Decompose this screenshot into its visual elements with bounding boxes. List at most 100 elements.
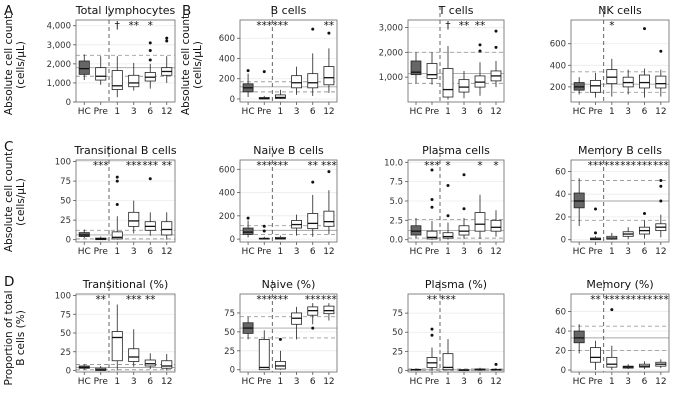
ytick-label: 600 bbox=[219, 165, 235, 175]
box-6 bbox=[639, 212, 650, 239]
xtick-label: 3 bbox=[625, 377, 631, 387]
significance-marker: *** bbox=[321, 160, 337, 172]
box-6 bbox=[474, 43, 486, 96]
box-3 bbox=[291, 306, 302, 340]
ytick-label: 7.5 bbox=[389, 178, 403, 188]
xtick-label: 3 bbox=[294, 247, 300, 257]
panel-frame bbox=[570, 293, 670, 373]
xtick-label: 1 bbox=[445, 107, 451, 117]
box-1 bbox=[442, 46, 454, 100]
ytick-label: 50 bbox=[60, 329, 71, 339]
row-a-ylabel-line1: Absolute cell count bbox=[3, 15, 15, 115]
row-letter-d: D bbox=[4, 274, 14, 290]
ytick-label: 2,000 bbox=[379, 48, 403, 58]
panel-title: NK cells bbox=[598, 4, 642, 17]
row-letter-c: C bbox=[4, 139, 13, 155]
box-1 bbox=[111, 56, 123, 98]
box-HC bbox=[573, 178, 585, 227]
xtick-label: 12 bbox=[490, 377, 501, 387]
xtick-label: 1 bbox=[609, 377, 615, 387]
outlier-point bbox=[115, 179, 119, 183]
box-Pre bbox=[258, 224, 270, 240]
xtick-label: HC bbox=[78, 247, 91, 257]
box-Pre bbox=[590, 340, 601, 371]
xtick-label: 1 bbox=[609, 247, 615, 257]
iqr-box bbox=[426, 63, 438, 79]
outlier-point bbox=[594, 231, 597, 235]
box-3 bbox=[128, 62, 140, 91]
iqr-box bbox=[458, 225, 470, 236]
box-Pre bbox=[258, 70, 270, 100]
panel-title: Naive B cells bbox=[253, 144, 324, 157]
xtick-label: 12 bbox=[490, 107, 501, 117]
ytick-label: 25 bbox=[224, 347, 235, 357]
xtick-label: 6 bbox=[477, 247, 483, 257]
xtick-label: 12 bbox=[161, 377, 172, 387]
xtick-label: 1 bbox=[278, 247, 284, 257]
significance-marker: ** bbox=[590, 294, 601, 306]
xtick-label: 1 bbox=[114, 107, 120, 117]
iqr-box bbox=[128, 348, 140, 362]
box-HC bbox=[78, 54, 90, 81]
xtick-label: 12 bbox=[323, 247, 334, 257]
outlier-point bbox=[165, 36, 169, 40]
panel-frame bbox=[75, 19, 176, 103]
significance-marker: ** bbox=[324, 20, 335, 32]
box-6 bbox=[307, 180, 319, 237]
significance-marker: *** bbox=[604, 294, 620, 306]
outlier-point bbox=[311, 27, 315, 31]
box-1 bbox=[275, 337, 286, 370]
box-6 bbox=[307, 303, 319, 330]
outlier-point bbox=[327, 170, 331, 174]
outlier-point bbox=[594, 207, 597, 211]
significance-marker: ** bbox=[427, 294, 438, 306]
xtick-label: 12 bbox=[323, 377, 334, 387]
ytick-label: 0 bbox=[66, 367, 71, 377]
ytick-label: 75 bbox=[60, 177, 71, 187]
significance-marker: *** bbox=[256, 160, 272, 172]
ytick-label: 0 bbox=[230, 235, 235, 245]
xtick-label: 6 bbox=[310, 377, 316, 387]
ytick-label: 200 bbox=[219, 212, 235, 222]
outlier-point bbox=[115, 175, 119, 179]
outlier-point bbox=[430, 333, 434, 337]
xtick-label: HC bbox=[409, 377, 422, 387]
box-12 bbox=[323, 170, 335, 235]
ytick-label: 25 bbox=[60, 216, 71, 226]
ytick-label: 1,000 bbox=[379, 73, 403, 83]
box-1 bbox=[442, 184, 454, 240]
significance-marker: ** bbox=[459, 20, 470, 32]
significance-marker: ** bbox=[308, 160, 319, 172]
outlier-point bbox=[165, 39, 169, 43]
significance-marker: *** bbox=[637, 294, 653, 306]
xtick-label: 3 bbox=[461, 377, 467, 387]
iqr-box bbox=[655, 75, 667, 89]
xtick-label: Pre bbox=[588, 107, 603, 117]
xtick-label: HC bbox=[242, 247, 255, 257]
box-3 bbox=[128, 329, 140, 367]
box-3 bbox=[622, 69, 634, 95]
outlier-point bbox=[430, 205, 434, 209]
row-c-ylabel-line1: Absolute cell count bbox=[3, 152, 15, 252]
ytick-label: 60 bbox=[555, 308, 566, 318]
box-HC bbox=[410, 52, 422, 84]
box-Pre bbox=[590, 72, 601, 98]
xtick-label: Pre bbox=[588, 377, 603, 387]
iqr-box bbox=[111, 231, 123, 240]
significance-marker: * bbox=[477, 160, 482, 172]
xtick-label: 3 bbox=[131, 377, 137, 387]
ytick-label: 0 bbox=[66, 236, 71, 246]
xtick-label: Pre bbox=[425, 247, 440, 257]
panel-title: Transitional B cells bbox=[73, 144, 176, 157]
xtick-label: 6 bbox=[477, 377, 483, 387]
xtick-label: 3 bbox=[625, 247, 631, 257]
panel-frame bbox=[407, 19, 505, 103]
iqr-box bbox=[458, 79, 470, 93]
ytick-label: 2,000 bbox=[47, 60, 71, 70]
iqr-box bbox=[275, 360, 286, 370]
iqr-box bbox=[161, 360, 173, 369]
outlier-point bbox=[430, 168, 434, 172]
box-12 bbox=[161, 212, 173, 240]
